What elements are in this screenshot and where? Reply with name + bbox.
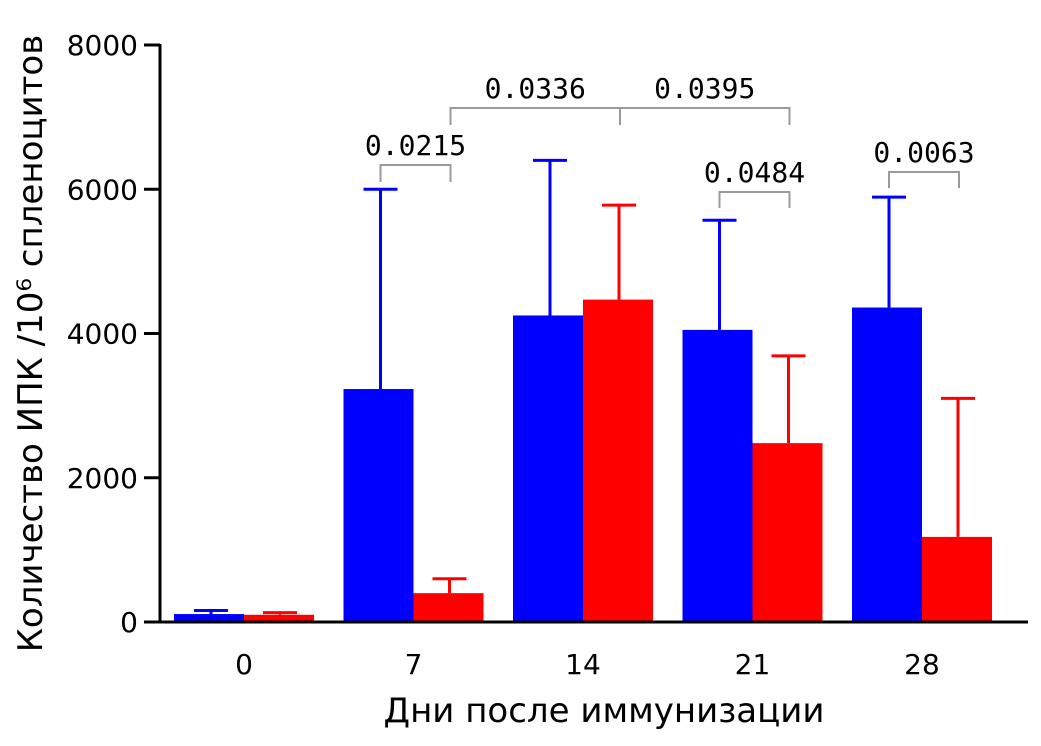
error-bars-layer xyxy=(194,158,975,615)
x-ticks-layer: 0 7 14 21 28 xyxy=(235,648,940,681)
bar xyxy=(682,329,753,622)
y-tick-label: 0 xyxy=(120,606,138,639)
significance-bracket xyxy=(619,107,791,125)
significance-bracket xyxy=(379,164,452,182)
bar xyxy=(752,443,823,622)
y-tick-label: 8000 xyxy=(67,29,138,62)
bar xyxy=(343,389,414,622)
bars-layer xyxy=(174,299,992,622)
bar xyxy=(513,315,583,622)
p-value-label: 0.0484 xyxy=(704,156,805,189)
bar xyxy=(244,614,314,622)
p-value-label: 0.0215 xyxy=(365,129,466,162)
x-tick-label: 28 xyxy=(904,648,940,681)
significance-bracket xyxy=(449,107,621,125)
x-tick-label: 21 xyxy=(735,648,771,681)
x-axis-title: Дни после иммунизации xyxy=(384,691,825,731)
bar xyxy=(852,307,922,622)
p-value-label: 0.0395 xyxy=(654,72,755,105)
x-tick-label: 7 xyxy=(405,648,423,681)
bar xyxy=(583,299,653,622)
x-tick-label: 14 xyxy=(565,648,601,681)
y-tick-label: 2000 xyxy=(67,462,138,495)
y-axis-title: Количество ИПК /10⁶ спленоцитов xyxy=(11,35,51,653)
y-tick-label: 4000 xyxy=(67,318,138,351)
significance-bracket xyxy=(718,191,791,208)
significance-bracket xyxy=(888,171,960,188)
bar xyxy=(413,593,484,622)
p-value-label: 0.0336 xyxy=(485,72,586,105)
x-tick-label: 0 xyxy=(235,648,253,681)
y-ticks-layer: 0 2000 4000 6000 8000 xyxy=(67,29,160,639)
bar xyxy=(174,614,244,622)
bar xyxy=(922,536,992,622)
y-tick-label: 6000 xyxy=(67,173,138,206)
significance-annotations: 0.0215 0.0336 0.0395 0.0484 0.0063 xyxy=(365,72,975,208)
p-value-label: 0.0063 xyxy=(873,136,974,169)
